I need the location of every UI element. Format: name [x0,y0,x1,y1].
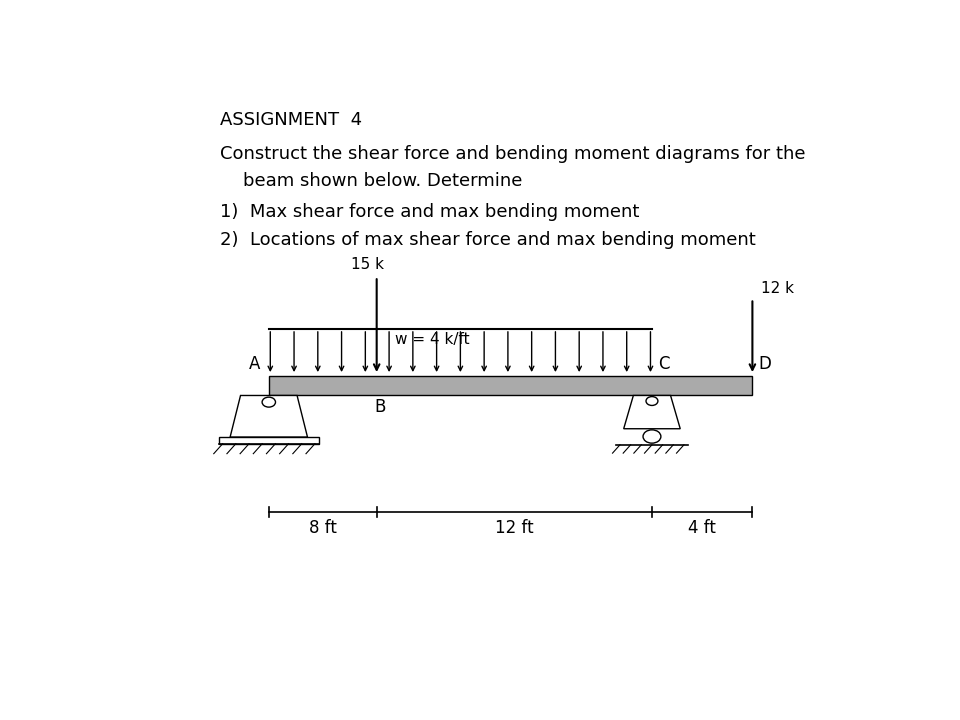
Text: beam shown below. Determine: beam shown below. Determine [221,172,523,190]
Text: Construct the shear force and bending moment diagrams for the: Construct the shear force and bending mo… [221,145,806,163]
Polygon shape [624,395,681,428]
Text: 2)  Locations of max shear force and max bending moment: 2) Locations of max shear force and max … [221,230,756,248]
Circle shape [643,430,660,443]
Text: 1)  Max shear force and max bending moment: 1) Max shear force and max bending momen… [221,203,639,221]
Text: A: A [249,355,260,373]
Polygon shape [230,395,307,437]
Text: 15 k: 15 k [351,257,384,272]
Text: 8 ft: 8 ft [309,518,337,536]
Bar [219,437,319,444]
Text: 12 k: 12 k [761,281,794,296]
Bar [269,376,753,395]
Text: C: C [658,355,669,373]
Text: B: B [374,398,386,416]
Circle shape [262,397,276,407]
Text: w = 4 k/ft: w = 4 k/ft [396,332,469,347]
Text: 4 ft: 4 ft [688,518,716,536]
Circle shape [646,397,658,405]
Text: 12 ft: 12 ft [495,518,534,536]
Text: ASSIGNMENT  4: ASSIGNMENT 4 [221,112,363,130]
Text: D: D [758,355,771,373]
